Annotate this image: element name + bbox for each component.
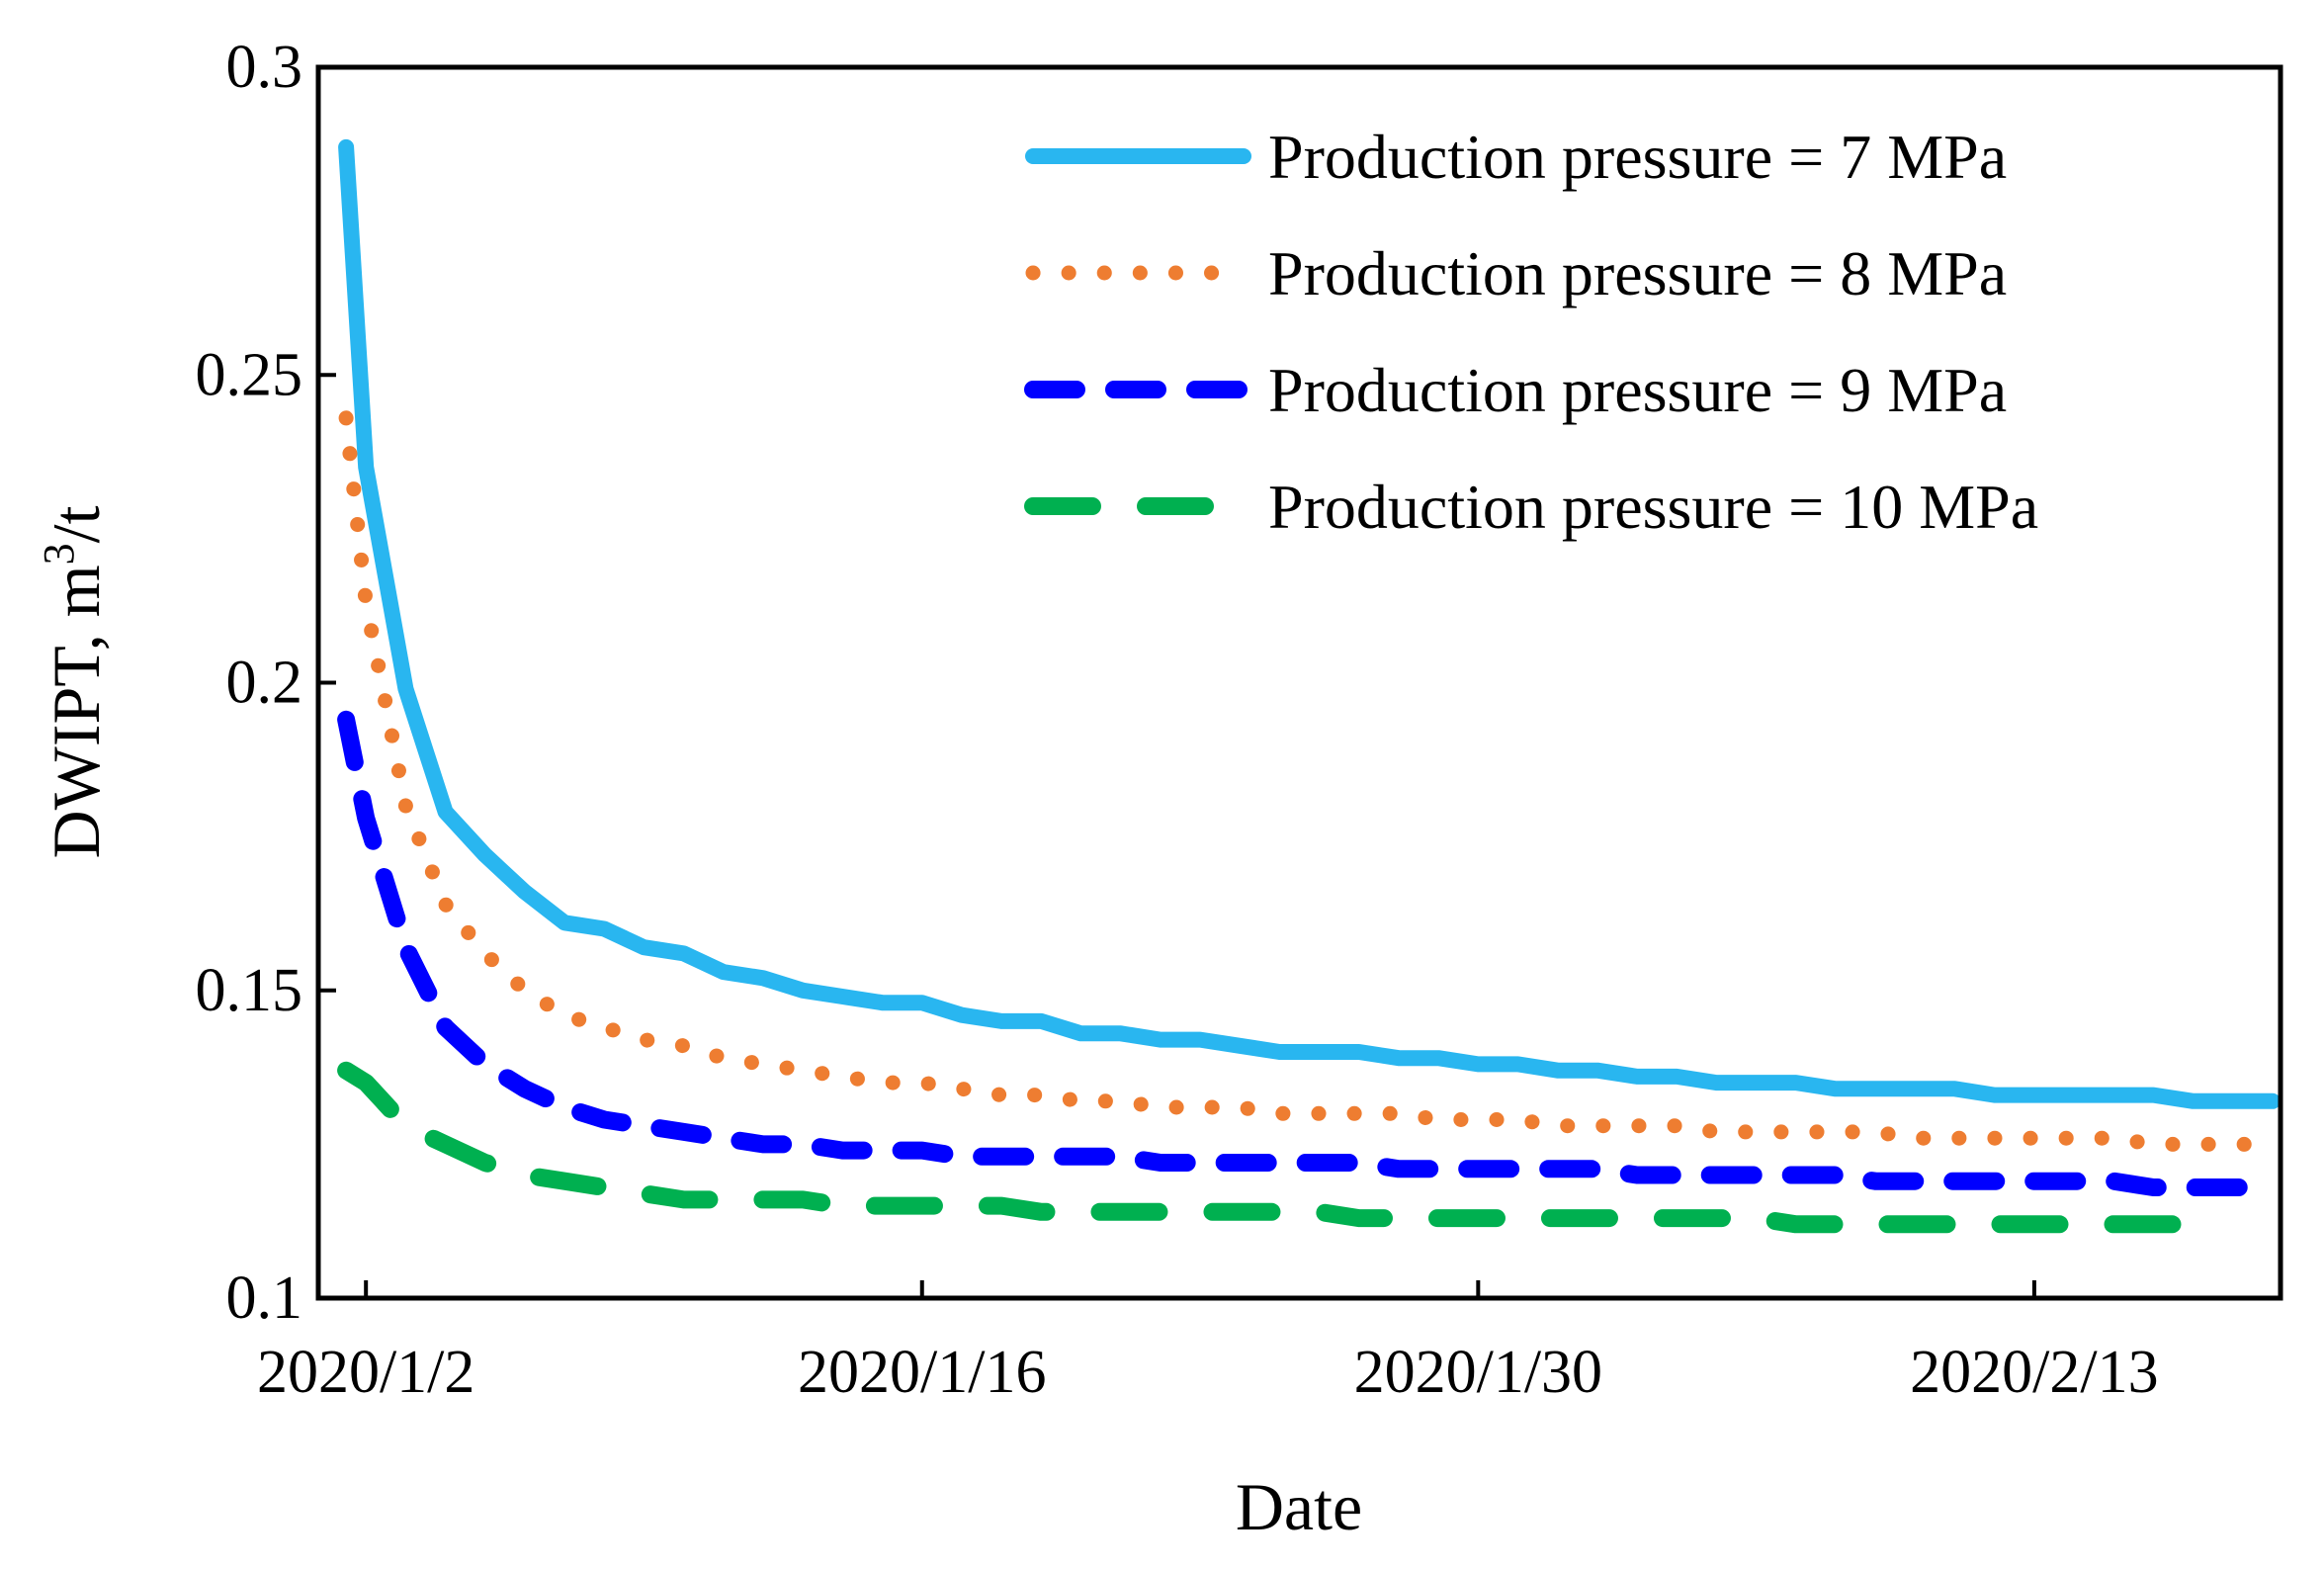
y-tick-label: 0.2 — [226, 650, 303, 717]
y-axis-title-suffix: /t — [39, 505, 114, 543]
legend-label-2: Production pressure = 8 MPa — [1268, 238, 2007, 308]
x-axis-title: Date — [1236, 1469, 1362, 1544]
series-line-2 — [338, 410, 2281, 1152]
legend: Production pressure = 7 MPa Production pr… — [1024, 122, 2038, 542]
legend-label-3: Production pressure = 9 MPa — [1268, 355, 2007, 425]
y-tick-label: 0.3 — [226, 34, 303, 101]
y-tick-label: 0.25 — [196, 341, 303, 408]
legend-label-4: Production pressure = 10 MPa — [1268, 472, 2038, 542]
y-axis-title-superscript: 3 — [35, 543, 83, 565]
x-tick-label: 2020/1/16 — [798, 1339, 1046, 1406]
x-axis: 2020/1/2 2020/1/16 2020/1/30 2020/2/13 — [257, 1280, 2159, 1406]
legend-label-1: Production pressure = 7 MPa — [1268, 122, 2007, 192]
y-axis-title-main: DWIPT, m — [39, 565, 114, 858]
series-line-3 — [337, 710, 2281, 1196]
series-line-1 — [338, 138, 2281, 1109]
y-tick-label: 0.15 — [196, 957, 303, 1024]
series-layer — [337, 138, 2281, 1234]
x-tick-label: 2020/1/2 — [257, 1339, 474, 1406]
x-tick-label: 2020/2/13 — [1910, 1339, 2158, 1406]
y-axis: 0.1 0.15 0.2 0.25 0.3 — [196, 34, 336, 1332]
series-line-4 — [337, 1061, 2202, 1234]
x-tick-label: 2020/1/30 — [1354, 1339, 1602, 1406]
y-axis-title: DWIPT, m3/t — [35, 505, 114, 858]
y-tick-label: 0.1 — [226, 1265, 303, 1332]
